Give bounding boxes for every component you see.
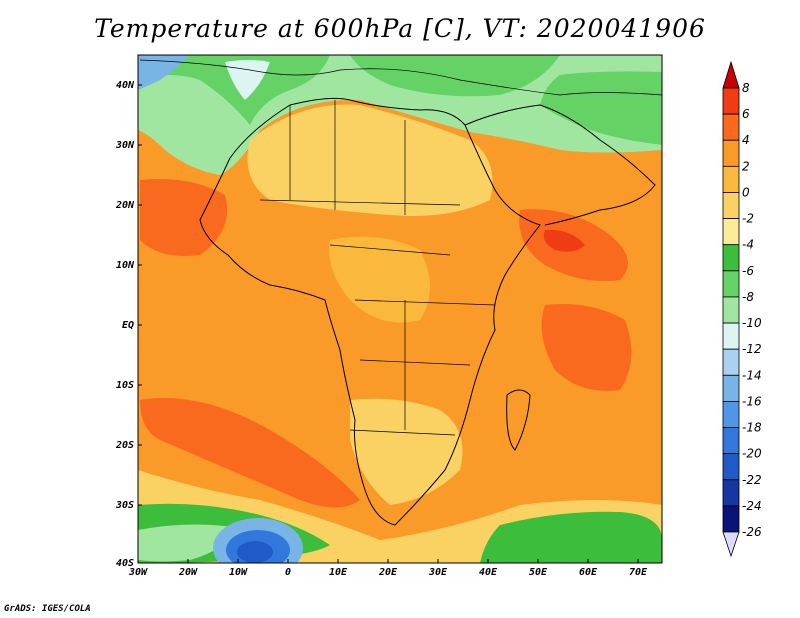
lat-tick-label: EQ [122,320,134,331]
cool-region-northwest [138,55,330,125]
colorbar-label: -14 [742,368,762,382]
colorbar-label: 4 [742,133,750,147]
hot-region-indian-ocean [541,304,632,391]
lon-tick-label: 10W [229,567,248,578]
warm-region-southern-africa [350,398,463,505]
colorbar-label: -2 [742,212,754,226]
hot-region-west-africa [140,179,228,256]
colorbar-segment [722,322,740,350]
warm-region-sahara [247,104,493,216]
lat-tick-label: 40S [116,558,134,569]
colorbar-label: -26 [742,525,762,539]
colorbar-label: -12 [742,342,762,356]
colorbar-segment [722,479,740,507]
colorbar-segment [722,270,740,298]
colorbar-label: -16 [742,394,762,408]
colorbar-underflow-triangle [722,531,740,558]
colorbar-segment [722,244,740,272]
cold-spot-northwest [138,55,190,90]
colorbar-segment [722,113,740,141]
arabia-coastline [464,104,656,226]
lat-tick-label: 30S [115,500,134,511]
colorbar-label: -4 [742,238,754,252]
lat-tick-label: 20S [115,440,134,451]
cool-region-mediterranean [350,55,560,97]
lon-tick-label: 30W [128,567,148,578]
colorbar-segment [722,348,740,376]
colorbar: 8 6 4 2 0 -2 -4 -6 -8 -10 -12 -14 -16 -18 -20 -22 -24 -26 [722,60,762,558]
colorbar-label: -20 [742,447,762,461]
colorbar-label: 8 [742,81,750,95]
hot-band-south-atlantic [140,398,360,508]
colorbar-label: 2 [742,159,750,173]
lat-tick-label: 20N [115,200,135,211]
latitude-axis: 40N 30N 20N 10N EQ 10S 20S 30S 40S [115,80,142,569]
colorbar-segment [722,505,740,533]
cold-spot-north-atlantic [225,60,270,100]
colorbar-segment [722,374,740,402]
lon-tick-label: 70E [629,567,648,578]
longitude-axis: 30W 20W 10W 0 10E 20E 30E 40E 50E 60E 70E [128,559,648,578]
lat-tick-label: 40N [116,80,135,91]
map-title: Temperature at 600hPa [C], VT: 202004190… [94,14,706,43]
cool-region-southern-indian-ocean [480,511,662,563]
temperature-map [138,55,662,563]
colorbar-label: -22 [742,473,762,487]
colorbar-label: -6 [742,264,754,278]
colorbar-segment [722,165,740,193]
africa-coastline [199,97,541,526]
colorbar-label: 0 [742,185,750,199]
lon-tick-label: 10E [329,567,348,578]
colorbar-label: -8 [742,290,754,304]
colorbar-segment [722,192,740,219]
colorbar-label: -24 [742,499,762,513]
colorbar-label: -10 [742,316,762,330]
colorbar-label: 6 [742,107,750,121]
lon-tick-label: 0 [285,567,291,578]
lon-tick-label: 60E [579,567,598,578]
colorbar-label: -18 [742,421,762,435]
colorbar-segment [722,401,740,428]
colorbar-segment [722,427,740,455]
cool-region-south-edge [138,524,240,562]
cold-low-core [237,541,273,563]
lat-tick-label: 10N [116,260,135,271]
credit-text: GrADS: IGES/COLA [4,604,91,614]
hottest-spot-arabian-sea [543,229,585,252]
cool-region-middle-east [540,71,662,145]
colorbar-segment [722,87,740,115]
europe-coastline [139,59,662,96]
colorbar-segment [722,139,740,167]
colorbar-segment [722,453,740,481]
colorbar-segment [722,296,740,324]
country-borders [259,100,496,436]
colorbar-overflow-triangle [722,60,740,89]
lon-tick-label: 50E [529,567,548,578]
map-frame [137,54,663,564]
colorbar-segment [722,218,740,246]
lon-tick-label: 30E [428,567,448,578]
madagascar-coastline [506,389,531,451]
lat-tick-label: 30N [115,140,135,151]
lat-tick-label: 10S [116,380,134,391]
lon-tick-label: 20E [378,567,398,578]
lon-tick-label: 20W [178,567,198,578]
lon-tick-label: 40E [479,567,498,578]
